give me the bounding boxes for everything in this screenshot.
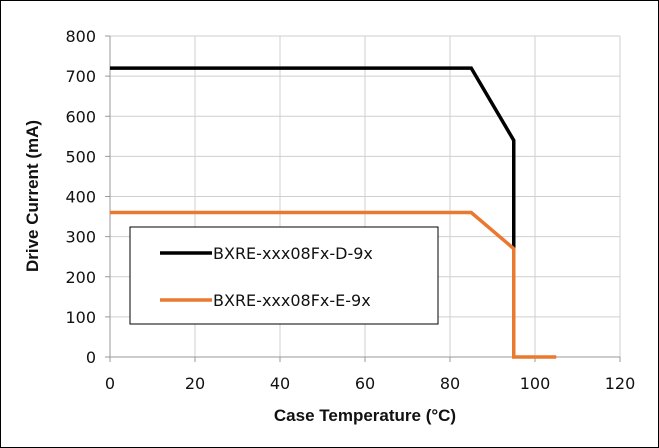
x-tick-label: 0	[105, 374, 115, 393]
x-tick-label: 80	[440, 374, 460, 393]
y-axis-title: Drive Current (mA)	[23, 120, 42, 272]
y-tick-label: 300	[65, 228, 96, 247]
legend-label-d: BXRE-xxx08Fx-D-9x	[213, 244, 373, 263]
y-tick-label: 800	[65, 27, 96, 46]
x-tick-label: 120	[605, 374, 636, 393]
x-tick-label: 60	[355, 374, 375, 393]
legend: BXRE-xxx08Fx-D-9x BXRE-xxx08Fx-E-9x	[129, 226, 439, 325]
y-tick-labels: 0 100 200 300 400 500 600 700 800	[65, 27, 96, 367]
x-axis-title: Case Temperature (°C)	[274, 406, 456, 425]
y-tick-label: 500	[65, 147, 96, 166]
y-tick-label: 700	[65, 67, 96, 86]
y-tick-label: 100	[65, 308, 96, 327]
y-tick-label: 600	[65, 107, 96, 126]
legend-label-e: BXRE-xxx08Fx-E-9x	[213, 291, 371, 310]
series-layer	[110, 66, 557, 359]
y-tick-label: 200	[65, 268, 96, 287]
x-tick-label: 20	[185, 374, 205, 393]
x-tick-labels: 0 20 40 60 80 100 120	[105, 374, 635, 393]
y-tick-label: 0	[86, 348, 96, 367]
y-tick-label: 400	[65, 188, 96, 207]
legend-box	[129, 226, 439, 325]
series-line-0	[110, 66, 516, 249]
series-line-1	[110, 210, 557, 359]
x-tick-label: 40	[270, 374, 290, 393]
x-tick-label: 100	[520, 374, 551, 393]
